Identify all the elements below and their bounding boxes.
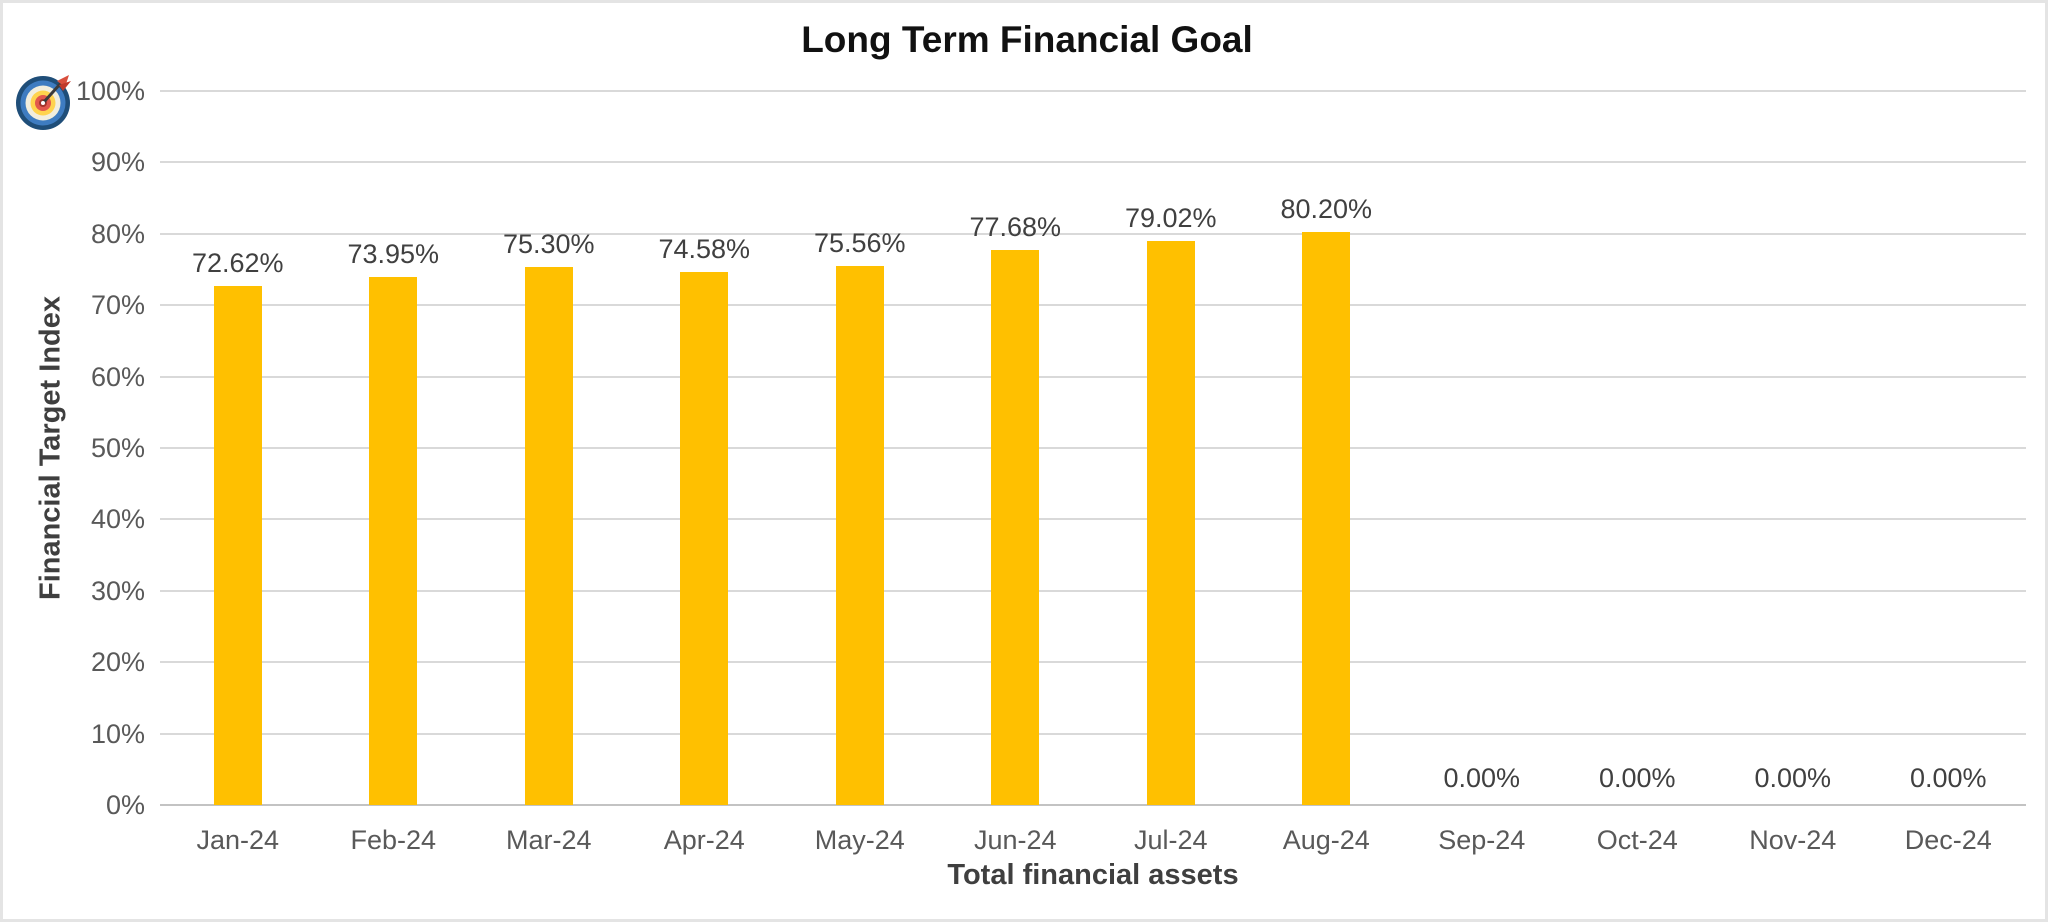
gridline xyxy=(160,732,2026,735)
data-label-Feb-24: 73.95% xyxy=(347,238,440,269)
data-label-Nov-24: 0.00% xyxy=(1754,763,1832,793)
x-tick-label-Mar-24: Mar-24 xyxy=(505,825,592,855)
x-tick-label-Feb-24: Feb-24 xyxy=(350,825,437,855)
data-label-Jul-24: 79.02% xyxy=(1124,202,1217,233)
x-tick-label-Aug-24: Aug-24 xyxy=(1282,825,1370,855)
y-tick-label: 20% xyxy=(90,647,145,678)
data-label-May-24: 75.56% xyxy=(813,227,906,258)
gridline xyxy=(160,375,2026,378)
data-label-Mar-24: 75.30% xyxy=(502,229,595,260)
data-label-Jan-24: 72.62% xyxy=(191,248,284,279)
x-tick-label-Sep-24: Sep-24 xyxy=(1438,825,1526,855)
gridline xyxy=(160,447,2026,449)
gridline xyxy=(160,589,2026,592)
x-tick-label-Jun-24: Jun-24 xyxy=(973,825,1057,855)
bar-Mar-24 xyxy=(524,267,573,805)
gridline xyxy=(160,232,2026,235)
gridline xyxy=(160,90,2026,92)
y-tick-label: 70% xyxy=(90,290,145,321)
bar-Aug-24 xyxy=(1302,232,1351,805)
data-label-Apr-24: 74.58% xyxy=(658,234,751,265)
x-tick-label-Oct-24: Oct-24 xyxy=(1596,825,1678,855)
x-tick-label-Apr-24: Apr-24 xyxy=(663,825,745,855)
x-tick-label-Dec-24: Dec-24 xyxy=(1904,825,1992,855)
data-label-Dec-24: 0.00% xyxy=(1909,763,1987,793)
y-tick-label: 40% xyxy=(90,504,145,535)
y-tick-label: 80% xyxy=(90,218,145,249)
gridline xyxy=(160,518,2026,521)
gridline xyxy=(160,304,2026,307)
data-label-Aug-24: 80.20% xyxy=(1280,194,1373,225)
bar-Jun-24 xyxy=(991,250,1040,805)
target-icon xyxy=(13,69,77,133)
x-tick-label-Jan-24: Jan-24 xyxy=(196,825,280,855)
y-tick-label: 100% xyxy=(75,76,145,106)
y-tick-label: 0% xyxy=(105,790,145,820)
gridline xyxy=(160,661,2026,664)
bar-Apr-24 xyxy=(680,272,729,805)
x-axis-line xyxy=(160,804,2026,806)
bar-Feb-24 xyxy=(369,276,418,805)
x-axis-title: Total financial assets xyxy=(947,859,1239,891)
data-label-Sep-24: 0.00% xyxy=(1443,763,1521,793)
y-tick-label: 50% xyxy=(90,433,145,463)
x-tick-label-May-24: May-24 xyxy=(814,825,905,855)
bar-May-24 xyxy=(835,265,884,805)
x-tick-label-Jul-24: Jul-24 xyxy=(1133,825,1208,855)
y-tick-label: 30% xyxy=(90,575,145,606)
data-label-Oct-24: 0.00% xyxy=(1598,763,1676,793)
data-label-Jun-24: 77.68% xyxy=(969,212,1062,243)
y-tick-label: 10% xyxy=(90,718,145,749)
bar-Jul-24 xyxy=(1146,240,1195,805)
x-tick-label-Nov-24: Nov-24 xyxy=(1749,825,1837,855)
bar-Jan-24 xyxy=(213,286,262,805)
y-tick-label: 90% xyxy=(90,147,145,178)
gridline xyxy=(160,161,2026,164)
chart-title: Long Term Financial Goal xyxy=(801,19,1253,60)
y-tick-label: 60% xyxy=(90,361,145,392)
